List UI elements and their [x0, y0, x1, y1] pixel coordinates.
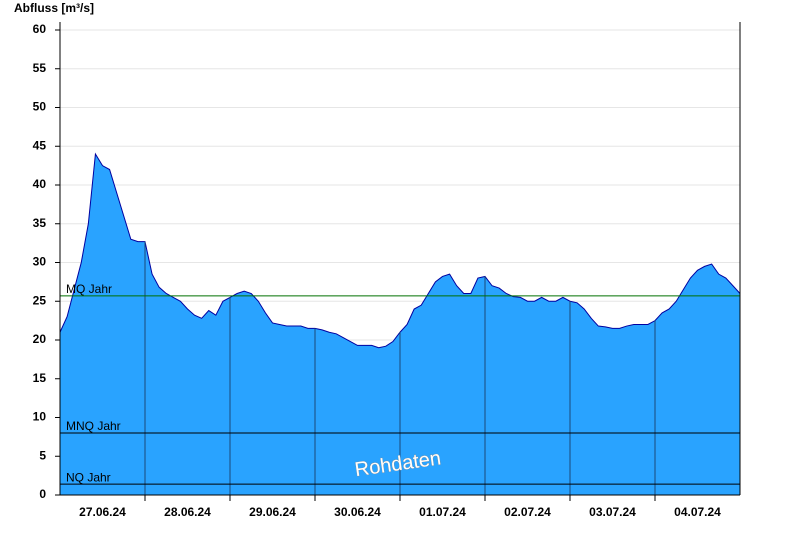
x-tick-label: 28.06.24 [164, 505, 211, 519]
y-tick-label: 45 [33, 138, 47, 152]
y-tick-label: 5 [39, 448, 46, 462]
reference-label: NQ Jahr [66, 470, 111, 484]
y-tick-label: 60 [33, 22, 47, 36]
reference-label: MQ Jahr [66, 282, 112, 296]
y-tick-label: 20 [33, 332, 47, 346]
y-tick-label: 35 [33, 216, 47, 230]
x-tick-label: 02.07.24 [504, 505, 551, 519]
x-tick-label: 01.07.24 [419, 505, 466, 519]
y-tick-label: 15 [33, 371, 47, 385]
x-tick-label: 03.07.24 [589, 505, 636, 519]
y-axis-label: Abfluss [m³/s] [14, 1, 94, 15]
reference-label: MNQ Jahr [66, 419, 121, 433]
y-tick-label: 30 [33, 255, 47, 269]
y-tick-label: 10 [33, 410, 47, 424]
y-tick-label: 55 [33, 61, 47, 75]
x-tick-label: 30.06.24 [334, 505, 381, 519]
y-tick-label: 50 [33, 100, 47, 114]
y-tick-label: 40 [33, 177, 47, 191]
x-tick-label: 04.07.24 [674, 505, 721, 519]
x-tick-label: 29.06.24 [249, 505, 296, 519]
y-tick-label: 25 [33, 293, 47, 307]
y-tick-label: 0 [39, 487, 46, 501]
x-tick-label: 27.06.24 [79, 505, 126, 519]
